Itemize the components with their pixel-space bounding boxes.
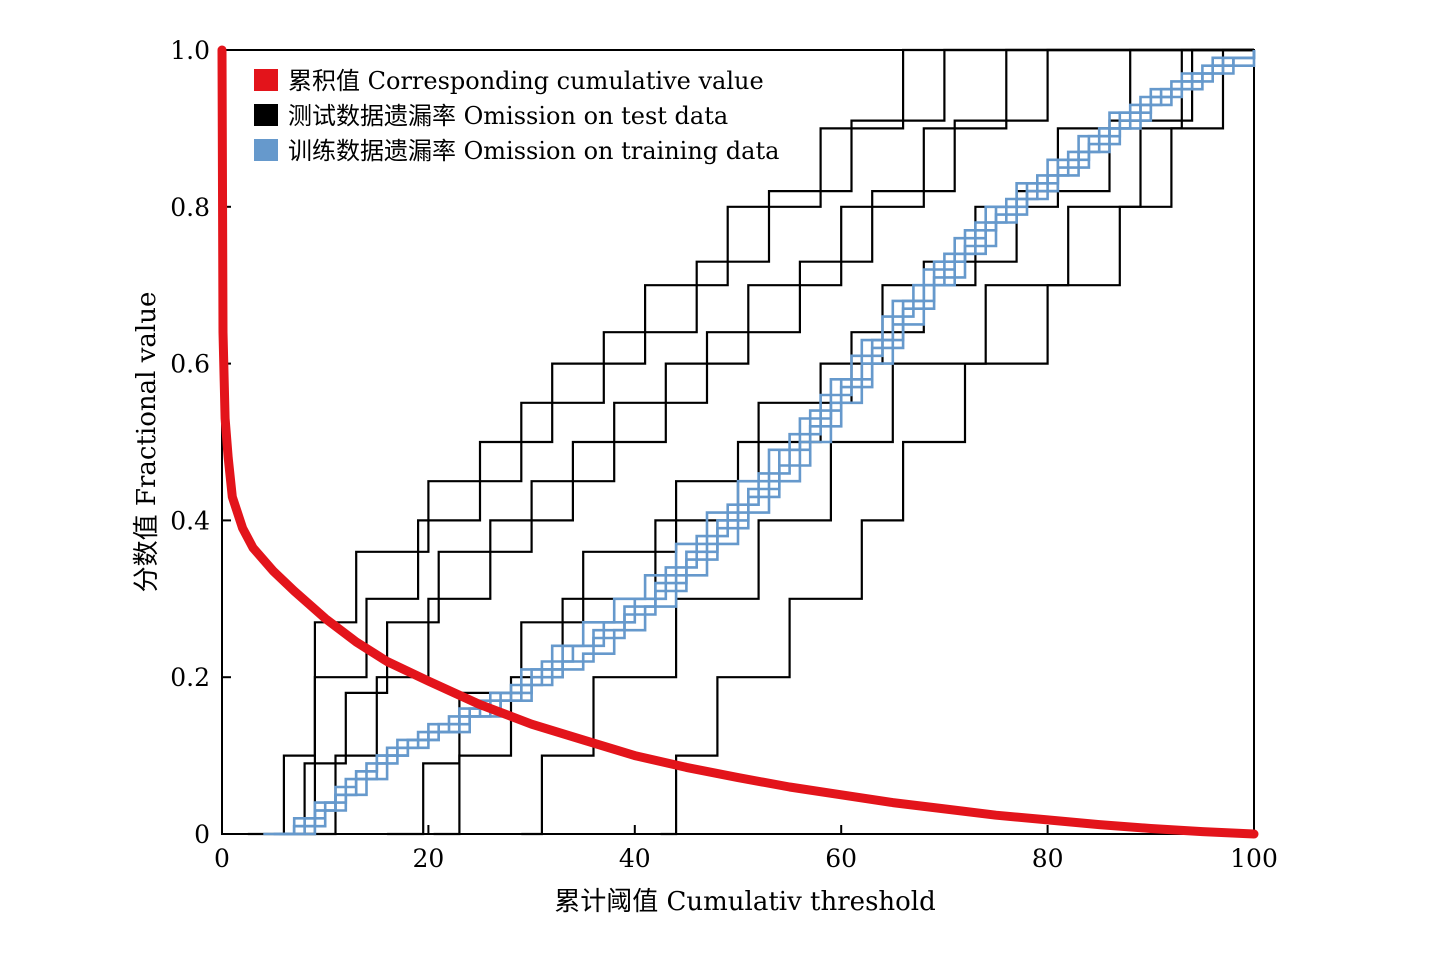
test-omission-line [521,48,1254,836]
x-tick-label: 20 [412,844,444,873]
test-omission-line [283,48,1254,836]
y-tick-label: 1.0 [170,36,210,65]
x-axis-label: 累计阈值 Cumulativ threshold [554,887,936,917]
y-tick-label: 0.4 [170,506,210,535]
cumulative-value-line [217,45,1259,839]
tick-labels: 0 20 40 60 80 100 0 0.2 0.4 0.6 0.8 1.0 [170,36,1278,873]
plot-border [221,49,1255,835]
y-tick-label: 0.2 [170,663,210,692]
x-tick-label: 40 [619,844,651,873]
legend-label: 测试数据遗漏率 Omission on test data [288,102,728,130]
x-tick-label: 80 [1032,844,1064,873]
legend-label: 累积值 Corresponding cumulative value [288,67,764,95]
x-tick-label: 100 [1230,844,1278,873]
plot-frame [221,49,1255,835]
training-omission-line [273,50,1256,836]
legend-swatch [254,104,278,126]
test-omission-line [304,48,1254,836]
legend: 累积值 Corresponding cumulative value 测试数据遗漏… [254,67,779,165]
y-tick-label: 0 [194,820,210,849]
legend-label: 训练数据遗漏率 Omission on training data [288,137,779,165]
x-tick-label: 60 [825,844,857,873]
series-layer [217,45,1259,839]
legend-swatch [254,69,278,91]
y-tick-label: 0.8 [170,193,210,222]
test-omission-line [278,48,1254,836]
legend-swatch [254,139,278,161]
training-omission-line [283,50,1256,836]
test-omission-line [660,48,1254,836]
x-tick-label: 0 [214,844,230,873]
y-axis-label: 分数值 Fractional value [132,292,162,593]
y-tick-label: 0.6 [170,350,210,379]
